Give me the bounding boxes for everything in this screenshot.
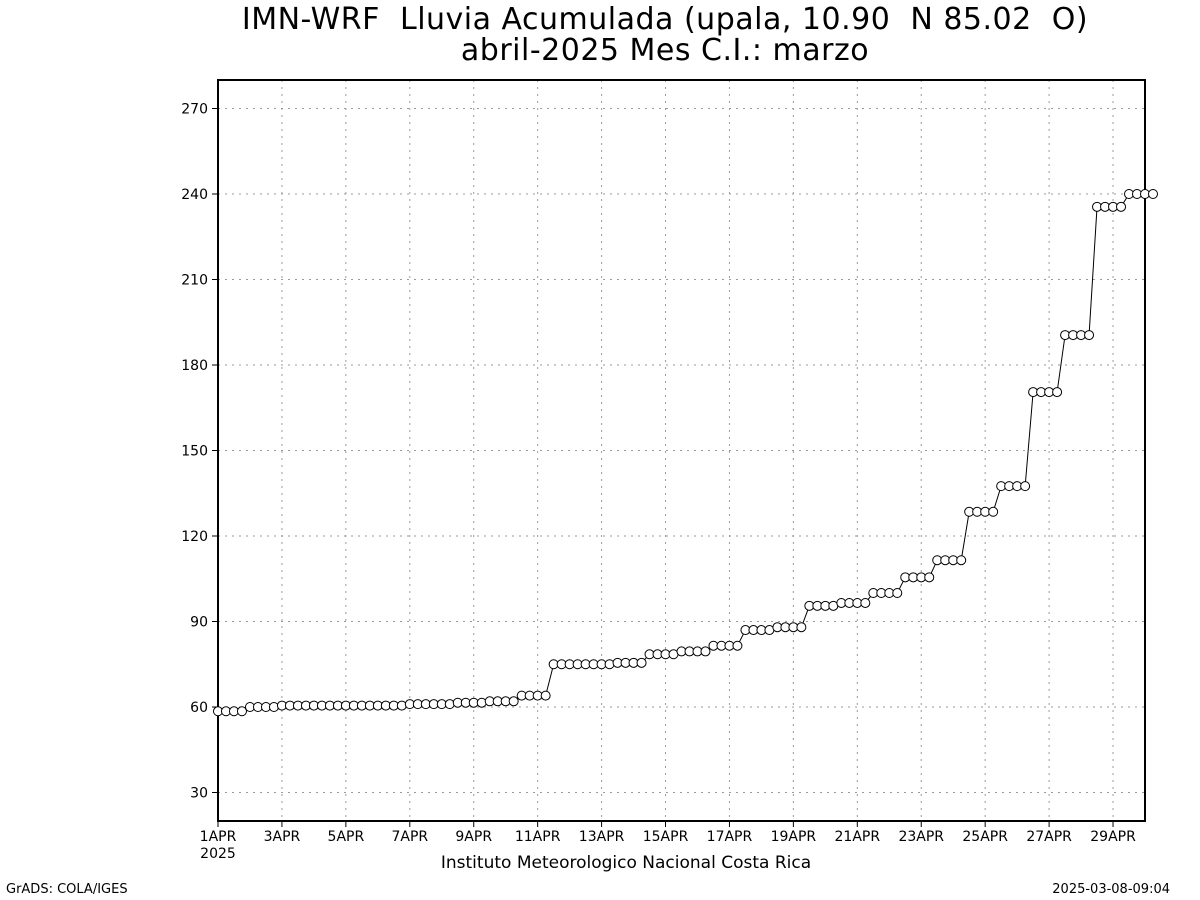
x-tick-label: 25APR: [962, 829, 1008, 845]
data-point: [636, 657, 647, 668]
x-tick-label: 19APR: [771, 829, 817, 845]
data-point: [924, 572, 935, 583]
data-point: [700, 646, 711, 657]
y-tick-label: 210: [181, 273, 208, 289]
data-point: [732, 640, 743, 651]
x-tick-label: 15APR: [643, 829, 689, 845]
y-tick-label: 270: [181, 102, 208, 118]
y-tick-label: 90: [190, 615, 208, 631]
data-point: [1084, 330, 1095, 341]
data-point: [988, 506, 999, 517]
data-point: [236, 706, 247, 717]
y-tick-label: 180: [181, 358, 208, 374]
series-line: [218, 193, 1153, 712]
x-tick-label: 13APR: [579, 829, 625, 845]
y-tick-label: 30: [190, 786, 208, 802]
data-point: [268, 702, 279, 712]
institution-label: Instituto Meteorologico Nacional Costa R…: [440, 853, 812, 873]
data-point: [892, 588, 903, 598]
x-tick-label: 21APR: [835, 829, 881, 845]
data-point: [796, 622, 807, 633]
x-tick-label: 27APR: [1026, 829, 1072, 845]
x-tick-label: 11APR: [515, 829, 561, 845]
data-point: [1020, 481, 1031, 492]
y-tick-label: 60: [190, 700, 208, 716]
chart-subtitle: abril-2025 Mes C.I.: marzo: [460, 33, 870, 68]
data-point: [540, 690, 551, 701]
grads-credit: GrADS: COLA/IGES: [6, 882, 128, 897]
timestamp: 2025-03-08-09:04: [1052, 882, 1170, 897]
data-point: [956, 555, 967, 566]
x-tick-label: 1APR: [200, 829, 237, 845]
x-tick-label: 29APR: [1090, 829, 1136, 845]
data-point: [1052, 387, 1063, 398]
x-tick-label: 3APR: [264, 829, 301, 845]
data-point: [1116, 201, 1127, 212]
x-tick-label: 23APR: [898, 829, 944, 845]
y-tick-label: 150: [181, 444, 208, 460]
x-tick-label: 17APR: [707, 829, 753, 845]
chart-title: IMN-WRF Lluvia Acumulada (upala, 10.90 N…: [241, 2, 1089, 37]
x-year-label: 2025: [200, 846, 236, 862]
x-tick-label: 5APR: [328, 829, 365, 845]
data-point: [508, 696, 519, 707]
data-point: [444, 699, 455, 710]
y-tick-label: 120: [181, 529, 208, 545]
data-point: [860, 597, 871, 608]
x-tick-label: 7APR: [391, 829, 428, 845]
data-point: [476, 697, 487, 708]
data-point: [396, 700, 407, 711]
data-point: [1147, 189, 1158, 199]
data-point: [604, 659, 615, 670]
x-tick-label: 9APR: [455, 829, 492, 845]
y-tick-label: 240: [181, 187, 208, 203]
